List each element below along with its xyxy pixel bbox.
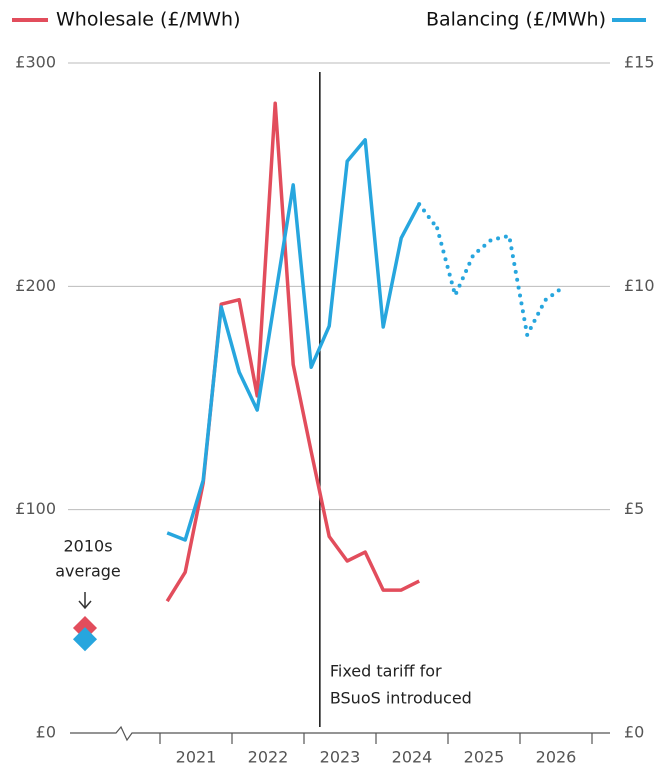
line	[165, 101, 420, 603]
event-label: Fixed tariff for	[330, 662, 442, 681]
y-tick-label: £300	[15, 53, 56, 72]
x-axis	[70, 725, 610, 742]
y2-tick-label: £5	[624, 499, 644, 518]
forecast-line	[435, 226, 566, 337]
x-tick-label: 2024	[392, 748, 433, 765]
average-label: 2010s	[63, 537, 112, 556]
y-tick-label: £100	[15, 499, 56, 518]
x-tick-label: 2023	[320, 748, 361, 765]
x-tick-label: 2026	[536, 748, 577, 765]
event-label: BSuoS introduced	[330, 689, 472, 708]
x-tick-label: 2025	[464, 748, 505, 765]
arrow	[78, 592, 92, 610]
forecast-connector	[417, 202, 440, 231]
x-tick-label: 2022	[248, 748, 289, 765]
x-tick-label: 2021	[176, 748, 217, 765]
y-tick-label: £0	[36, 723, 56, 742]
y2-tick-label: £15	[624, 53, 655, 72]
average-label: average	[55, 562, 121, 581]
legend-label: Wholesale (£/MWh)	[56, 9, 241, 31]
line	[166, 138, 421, 542]
legend-label: Balancing (£/MWh)	[426, 9, 606, 31]
y-tick-label: £200	[15, 276, 56, 295]
y2-tick-label: £10	[624, 276, 655, 295]
y2-tick-label: £0	[624, 723, 644, 742]
